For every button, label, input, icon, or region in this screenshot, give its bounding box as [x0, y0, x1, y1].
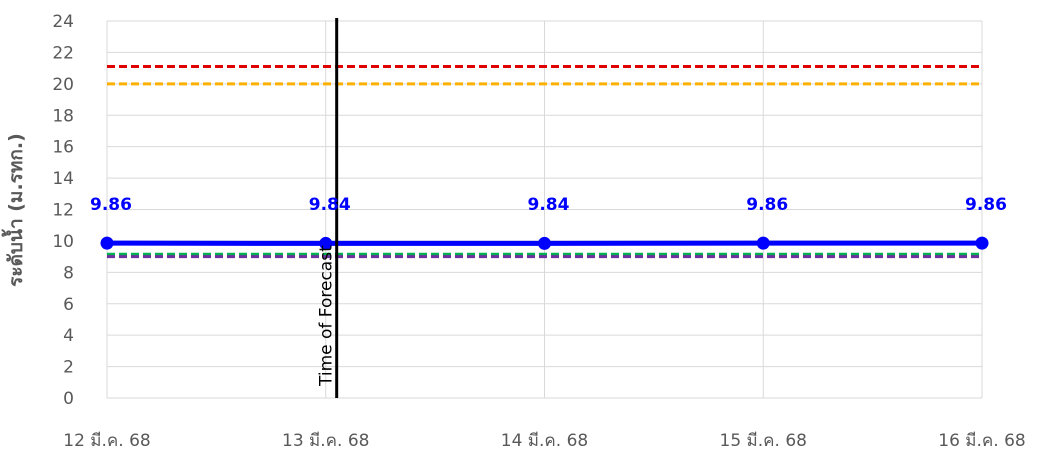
y-tick-label: 16 [52, 138, 74, 158]
y-tick-label: 2 [63, 358, 74, 378]
y-tick-label: 0 [63, 389, 74, 409]
forecast-label: Time of Forecast [317, 245, 337, 387]
data-point [538, 236, 551, 250]
data-point [975, 236, 989, 250]
y-tick-label: 22 [52, 43, 74, 63]
data-label: 9.86 [90, 195, 132, 215]
series-layer [100, 236, 989, 250]
y-tick-label: 18 [52, 106, 74, 126]
y-tick-label: 14 [52, 169, 74, 189]
x-tick-label: 12 มี.ค. 68 [63, 431, 150, 451]
x-tick-label: 16 มี.ค. 68 [938, 431, 1025, 451]
data-point [756, 236, 770, 250]
y-tick-label: 10 [52, 232, 74, 252]
data-label: 9.84 [309, 195, 351, 215]
data-label: 9.84 [528, 195, 570, 215]
y-tick-label: 8 [63, 263, 74, 283]
y-tick-label: 6 [63, 295, 74, 315]
data-point [100, 236, 114, 250]
data-labels: 9.86 9.84 9.84 9.86 9.86 [90, 195, 1007, 215]
y-tick-label: 12 [52, 201, 74, 221]
data-point [319, 236, 333, 250]
y-tick-label: 4 [63, 326, 74, 346]
x-tick-labels: 12 มี.ค. 68 13 มี.ค. 68 14 มี.ค. 68 15 มี.ค… [63, 431, 1025, 451]
data-label: 9.86 [965, 195, 1007, 215]
x-tick-label: 13 มี.ค. 68 [282, 431, 369, 451]
y-axis-title: ระดับน้ำ (ม.รทก.) [1, 133, 27, 287]
data-label: 9.86 [746, 195, 788, 215]
reference-lines [107, 65, 982, 259]
y-tick-label: 24 [52, 12, 74, 32]
x-tick-label: 15 มี.ค. 68 [720, 431, 807, 451]
y-tick-label: 20 [52, 75, 74, 95]
forecast-layer: Time of Forecast [317, 18, 339, 398]
x-tick-label: 14 มี.ค. 68 [501, 431, 588, 451]
